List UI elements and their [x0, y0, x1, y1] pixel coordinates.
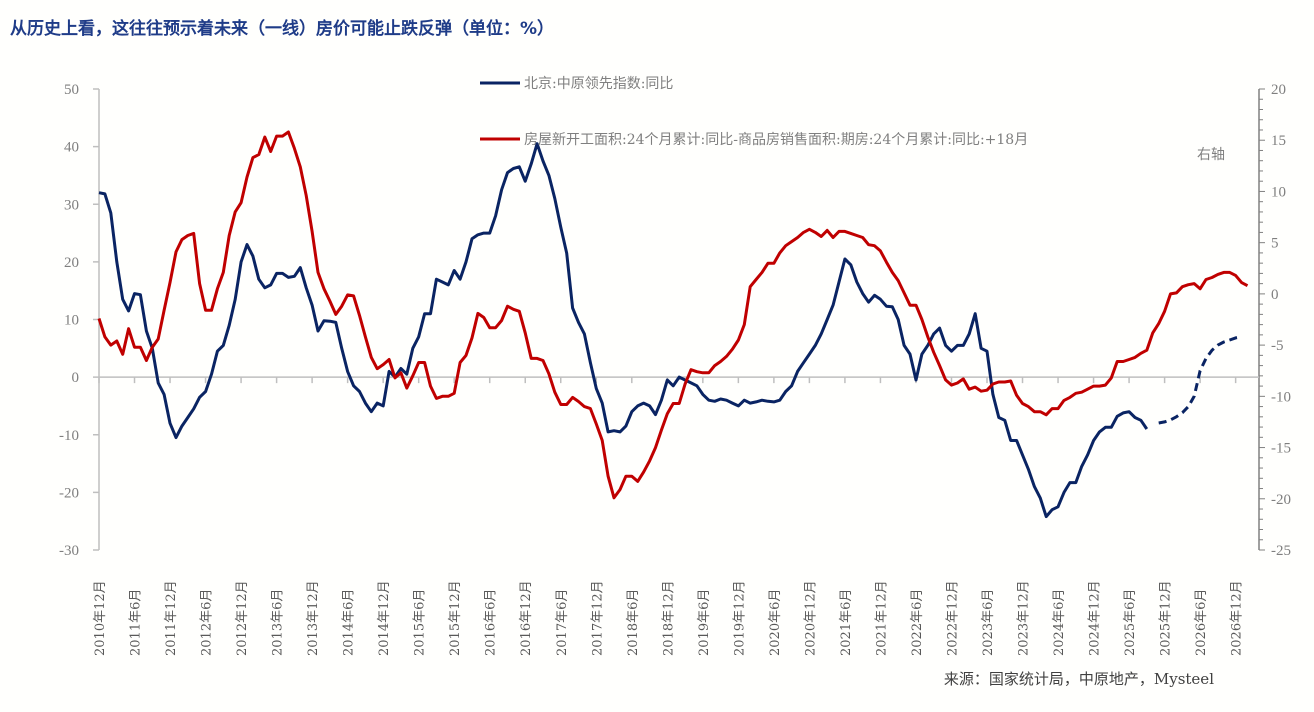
- series-line-2-dashed: [1158, 335, 1242, 425]
- right-tick-label: 5: [1271, 236, 1279, 252]
- x-tick-label: 2015年12月: [448, 580, 463, 656]
- x-tick-label: 2010年12月: [93, 580, 108, 656]
- series-line-0: [98, 142, 1149, 519]
- x-tick-label: 2012年12月: [235, 580, 250, 656]
- x-tick-label: 2014年12月: [377, 580, 392, 656]
- axes: -30 -20 -10 0 10 20 30 40 50 -25 -20 -15 -10 -5 0 5 10 15…: [59, 82, 1291, 656]
- x-tick-label: 2018年12月: [661, 580, 676, 656]
- series-line-1: [97, 130, 1249, 500]
- x-tick-label: 2026年12月: [1230, 580, 1245, 656]
- right-tick-label: 15: [1271, 133, 1286, 149]
- x-tick-label: 2024年6月: [1052, 589, 1067, 656]
- left-tick-label: 20: [64, 255, 79, 271]
- left-tick-label: -20: [59, 485, 79, 501]
- source-note: 来源：国家统计局，中原地产，Mysteel: [944, 670, 1214, 688]
- x-tick-label: 2018年6月: [626, 589, 641, 656]
- x-tick-label: 2017年6月: [555, 589, 570, 656]
- right-tick-label: -20: [1271, 492, 1291, 508]
- x-tick-label: 2021年6月: [839, 589, 854, 656]
- x-tick-label: 2025年12月: [1159, 580, 1174, 656]
- x-tick-label: 2015年6月: [413, 589, 428, 656]
- x-tick-label: 2023年6月: [981, 589, 996, 656]
- x-tick-label: 2020年6月: [768, 589, 783, 656]
- x-tick-label: 2013年6月: [271, 589, 286, 656]
- x-tick-label: 2013年12月: [306, 580, 321, 656]
- x-tick-label: 2019年12月: [732, 580, 747, 656]
- x-tick-label: 2020年12月: [803, 580, 818, 656]
- right-tick-label: -5: [1271, 338, 1284, 354]
- left-tick-label: 50: [64, 82, 79, 98]
- right-axis-note: 右轴: [1197, 147, 1225, 163]
- left-tick-label: -10: [59, 428, 79, 444]
- x-tick-label: 2017年12月: [590, 580, 605, 656]
- left-tick-label: 30: [64, 197, 79, 213]
- x-tick-label: 2026年6月: [1194, 589, 1209, 656]
- x-tick-label: 2014年6月: [342, 589, 357, 656]
- legend-label-blue: 北京:中原领先指数:同比: [524, 76, 673, 92]
- right-tick-label: -25: [1271, 543, 1291, 559]
- right-tick-label: -15: [1271, 441, 1291, 457]
- left-tick-label: 10: [64, 313, 79, 329]
- x-tick-label: 2023年12月: [1017, 580, 1032, 656]
- x-tick-label: 2011年6月: [129, 589, 144, 656]
- right-tick-label: 20: [1271, 82, 1286, 98]
- legend: 北京:中原领先指数:同比 房屋新开工面积:24个月累计:同比-商品房销售面积:期…: [480, 76, 1028, 148]
- legend-label-red: 房屋新开工面积:24个月累计:同比-商品房销售面积:期房:24个月累计:同比:+…: [524, 132, 1028, 148]
- x-tick-label: 2011年12月: [164, 580, 179, 656]
- x-tick-label: 2025年6月: [1123, 589, 1138, 656]
- x-tick-label: 2021年12月: [874, 580, 889, 656]
- left-tick-label: 0: [72, 370, 80, 386]
- x-tick-label: 2016年12月: [519, 580, 534, 656]
- chart-title: 从历史上看，这往往预示着未来（一线）房价可能止跌反弹（单位：%）: [10, 18, 554, 39]
- right-tick-label: -10: [1271, 389, 1291, 405]
- right-tick-label: 10: [1271, 184, 1286, 200]
- right-tick-label: 0: [1271, 287, 1279, 303]
- plot-lines: [97, 130, 1249, 519]
- left-tick-label: 40: [64, 140, 79, 156]
- x-tick-label: 2024年12月: [1088, 580, 1103, 656]
- x-tick-label: 2022年6月: [910, 589, 925, 656]
- x-tick-label: 2019年6月: [697, 589, 712, 656]
- x-tick-label: 2016年6月: [484, 589, 499, 656]
- x-tick-label: 2012年6月: [200, 589, 215, 656]
- left-tick-label: -30: [59, 543, 79, 559]
- x-tick-label: 2022年12月: [945, 580, 960, 656]
